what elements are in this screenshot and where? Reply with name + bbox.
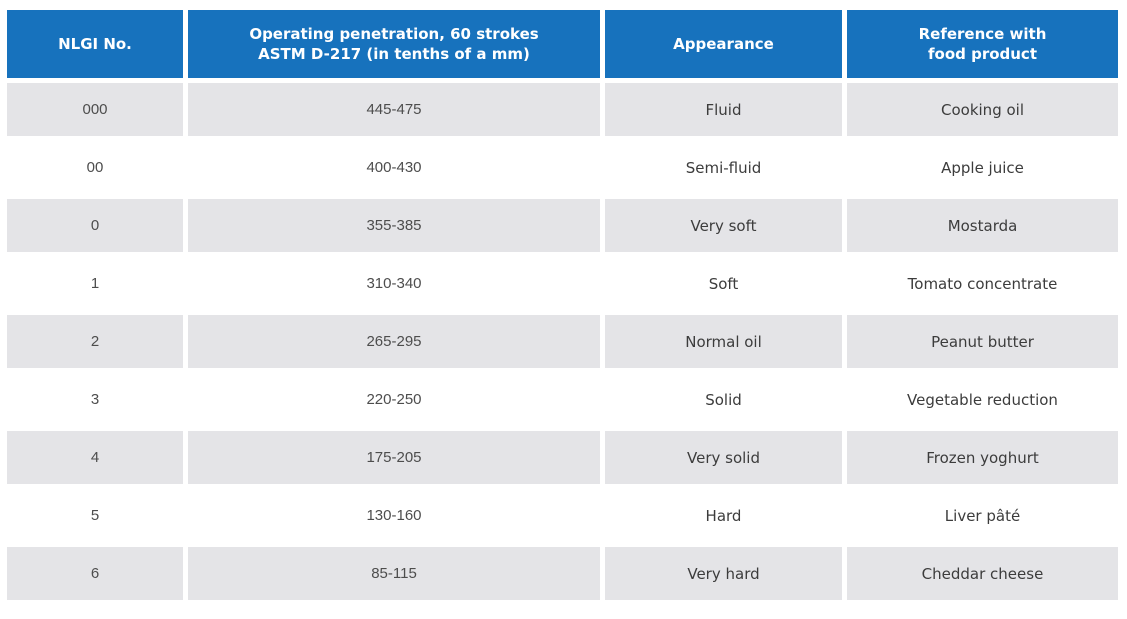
table-header-row: NLGI No. Operating penetration, 60 stroke… [7,10,1118,78]
cell-food-reference: Cooking oil [847,83,1118,136]
cell-appearance: Hard [605,489,842,542]
table-row: 5 130-160 Hard Liver pâté [7,489,1118,542]
cell-appearance: Very solid [605,431,842,484]
cell-food-reference: Tomato concentrate [847,257,1118,310]
nlgi-grease-grades-table: NLGI No. Operating penetration, 60 stroke… [2,5,1123,605]
cell-appearance: Very soft [605,199,842,252]
cell-nlgi-no: 6 [7,547,183,600]
cell-food-reference: Mostarda [847,199,1118,252]
cell-nlgi-no: 5 [7,489,183,542]
table-row: 6 85-115 Very hard Cheddar cheese [7,547,1118,600]
table-row: 2 265-295 Normal oil Peanut butter [7,315,1118,368]
cell-food-reference: Apple juice [847,141,1118,194]
column-header-operating-penetration: Operating penetration, 60 strokes ASTM D… [188,10,600,78]
table-row: 0 355-385 Very soft Mostarda [7,199,1118,252]
cell-operating-penetration: 220-250 [188,373,600,426]
cell-appearance: Normal oil [605,315,842,368]
cell-operating-penetration: 265-295 [188,315,600,368]
table-row: 4 175-205 Very solid Frozen yoghurt [7,431,1118,484]
cell-nlgi-no: 000 [7,83,183,136]
column-header-appearance: Appearance [605,10,842,78]
cell-appearance: Semi-fluid [605,141,842,194]
cell-operating-penetration: 445-475 [188,83,600,136]
table-row: 00 400-430 Semi-fluid Apple juice [7,141,1118,194]
cell-food-reference: Liver pâté [847,489,1118,542]
page: { "chart_data": { "type": "table", "colu… [0,5,1127,619]
cell-appearance: Solid [605,373,842,426]
cell-nlgi-no: 2 [7,315,183,368]
cell-nlgi-no: 3 [7,373,183,426]
cell-appearance: Soft [605,257,842,310]
column-header-food-reference: Reference with food product [847,10,1118,78]
cell-operating-penetration: 310-340 [188,257,600,310]
cell-operating-penetration: 400-430 [188,141,600,194]
table-row: 000 445-475 Fluid Cooking oil [7,83,1118,136]
cell-nlgi-no: 0 [7,199,183,252]
cell-food-reference: Cheddar cheese [847,547,1118,600]
cell-nlgi-no: 4 [7,431,183,484]
cell-food-reference: Vegetable reduction [847,373,1118,426]
cell-appearance: Fluid [605,83,842,136]
table-body: 000 445-475 Fluid Cooking oil 00 400-430 Semi-… [7,83,1118,600]
cell-nlgi-no: 1 [7,257,183,310]
table-row: 1 310-340 Soft Tomato concentrate [7,257,1118,310]
cell-operating-penetration: 130-160 [188,489,600,542]
cell-food-reference: Frozen yoghurt [847,431,1118,484]
column-header-nlgi-no: NLGI No. [7,10,183,78]
cell-nlgi-no: 00 [7,141,183,194]
cell-operating-penetration: 355-385 [188,199,600,252]
cell-operating-penetration: 175-205 [188,431,600,484]
cell-appearance: Very hard [605,547,842,600]
table-row: 3 220-250 Solid Vegetable reduction [7,373,1118,426]
cell-food-reference: Peanut butter [847,315,1118,368]
cell-operating-penetration: 85-115 [188,547,600,600]
